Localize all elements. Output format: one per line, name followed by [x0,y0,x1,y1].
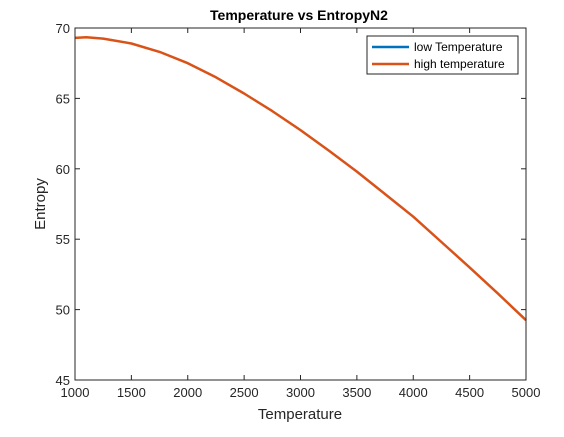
x-tick-label: 4000 [399,385,428,400]
y-tick-label: 70 [56,21,70,36]
x-tick-label: 3000 [286,385,315,400]
y-tick-label: 45 [56,373,70,388]
x-axis-label: Temperature [258,406,342,423]
series-line-high-temperature [74,35,527,322]
legend: low Temperature high temperature [366,35,519,75]
y-axis-label: Entropy [32,178,49,230]
y-tick-label: 60 [56,162,70,177]
x-tick-label: 3500 [342,385,371,400]
y-tick-label: 55 [56,232,70,247]
x-tick-label: 5000 [512,385,541,400]
y-tick-label: 50 [56,303,70,318]
legend-label-low-temperature: low Temperature [414,40,503,54]
x-tick-label: 2000 [173,385,202,400]
y-tick-label: 65 [56,91,70,106]
x-tick-label: 1000 [61,385,90,400]
legend-box [366,35,519,75]
series-group [74,35,527,322]
plot-area [75,28,526,380]
x-tick-label: 4500 [455,385,484,400]
chart-title: Temperature vs EntropyN2 [210,7,388,23]
x-tick-label: 2500 [230,385,259,400]
axis-ticks: 1000 1500 2000 2500 3000 3500 4000 4500 5000 45 50… [56,21,541,400]
x-tick-label: 1500 [117,385,146,400]
legend-label-high-temperature: high temperature [414,57,505,71]
